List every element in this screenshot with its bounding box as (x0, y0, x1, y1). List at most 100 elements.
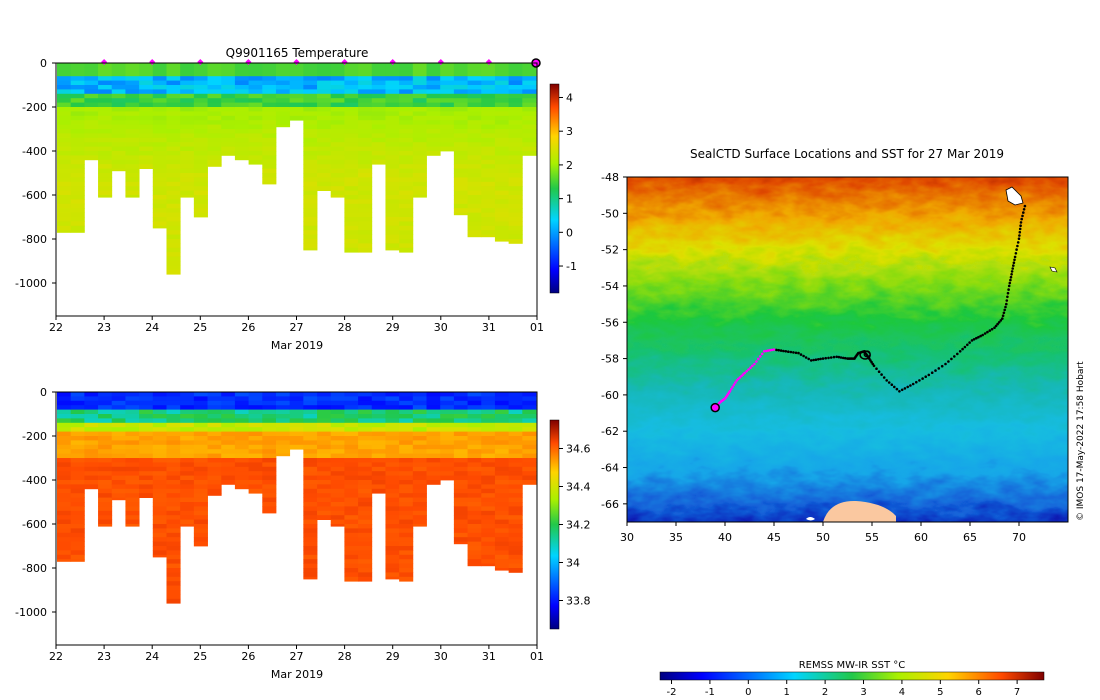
track-point (829, 356, 833, 359)
profile-cell (358, 550, 373, 556)
profile-cell (111, 475, 126, 481)
profile-cell (385, 89, 400, 95)
profile-cell (453, 67, 468, 73)
profile-cell (453, 208, 468, 213)
profile-cell (371, 396, 386, 402)
profile-cell (371, 458, 386, 463)
profile-cell (57, 471, 72, 476)
profile-cell (399, 239, 414, 244)
profile-cell (166, 409, 181, 415)
profile-cell (399, 471, 414, 476)
profile-cell (70, 436, 85, 441)
profile-cell (508, 392, 523, 397)
profile-cell (303, 76, 318, 81)
profile-cell (139, 462, 154, 468)
profile-cell (221, 418, 236, 424)
profile-cell (426, 111, 441, 117)
track-point (895, 387, 899, 391)
track-point (817, 358, 820, 361)
profile-cell (481, 225, 496, 231)
profile-cell (125, 137, 140, 143)
track-point (882, 376, 886, 379)
profile-cell (303, 488, 318, 494)
profile-cell (371, 120, 386, 125)
profile-cell (508, 217, 523, 222)
profile-cell (358, 195, 373, 200)
track-point (732, 383, 736, 387)
profile-cell (508, 115, 523, 121)
profile-cell (166, 541, 181, 547)
track-point (751, 364, 754, 368)
track-point (1022, 211, 1025, 214)
profile-cell (481, 431, 496, 437)
profile-cell (494, 195, 510, 200)
profile-cell (317, 405, 332, 410)
profile-cell (166, 559, 181, 564)
profile-cell (57, 396, 72, 402)
profile-cell (303, 230, 318, 235)
profile-cell (207, 396, 222, 402)
profile-cell (344, 234, 359, 240)
profile-cell (98, 458, 113, 463)
profile-cell (70, 133, 85, 139)
profile-cell (399, 133, 414, 139)
profile-cell (358, 102, 373, 108)
profile-cell (399, 480, 414, 485)
x-tick-label: 24 (145, 321, 159, 334)
profile-cell (467, 453, 482, 459)
profile-cell (399, 554, 414, 560)
profile-cell (303, 431, 318, 437)
profile-cell (70, 221, 85, 227)
profile-cell (317, 422, 332, 428)
profile-cell (303, 155, 318, 161)
profile-cell (98, 146, 113, 152)
profile-cell (166, 195, 181, 200)
profile-cell (262, 67, 277, 73)
profile-cell (358, 427, 373, 432)
profile-cell (207, 146, 222, 152)
profile-cell (358, 137, 373, 143)
profile-cell (193, 436, 208, 441)
profile-cell (57, 405, 72, 410)
colorbar-tick-label: 33.8 (566, 595, 591, 608)
profile-cell (193, 76, 208, 81)
profile-cell (166, 186, 181, 191)
profile-cell (385, 493, 400, 498)
profile-cell (193, 168, 208, 174)
profile-cell (70, 199, 85, 205)
profile-cell (193, 63, 208, 68)
lat-tick-label: -64 (601, 462, 619, 475)
profile-cell (125, 462, 140, 468)
profile-cell (481, 199, 496, 205)
profile-cell (180, 466, 195, 472)
profile-cell (193, 510, 208, 516)
profile-cell (70, 115, 85, 121)
profile-cell (358, 568, 373, 573)
temperature-x-label: Mar 2019 (271, 339, 323, 352)
profile-cell (180, 124, 195, 130)
profile-cell (522, 449, 537, 454)
profile-cell (234, 93, 249, 99)
profile-cell (508, 532, 523, 538)
profile-cell (193, 186, 208, 191)
profile-cell (453, 524, 468, 529)
profile-cell (166, 510, 181, 516)
profile-cell (508, 466, 523, 472)
profile-cell (57, 524, 72, 529)
profile-cell (166, 497, 181, 503)
profile-cell (70, 76, 85, 81)
profile-cell (193, 111, 208, 117)
profile-cell (358, 63, 373, 68)
profile-cell (481, 80, 496, 86)
profile-cell (57, 431, 72, 437)
profile-cell (330, 102, 345, 108)
profile-cell (152, 71, 167, 77)
profile-cell (125, 186, 140, 191)
profile-cell (440, 466, 455, 472)
profile-cell (426, 146, 441, 152)
profile-cell (98, 102, 113, 108)
profile-cell (467, 528, 482, 534)
profile-cell (70, 217, 85, 222)
colorbar-tick-label: 34.6 (566, 443, 591, 456)
